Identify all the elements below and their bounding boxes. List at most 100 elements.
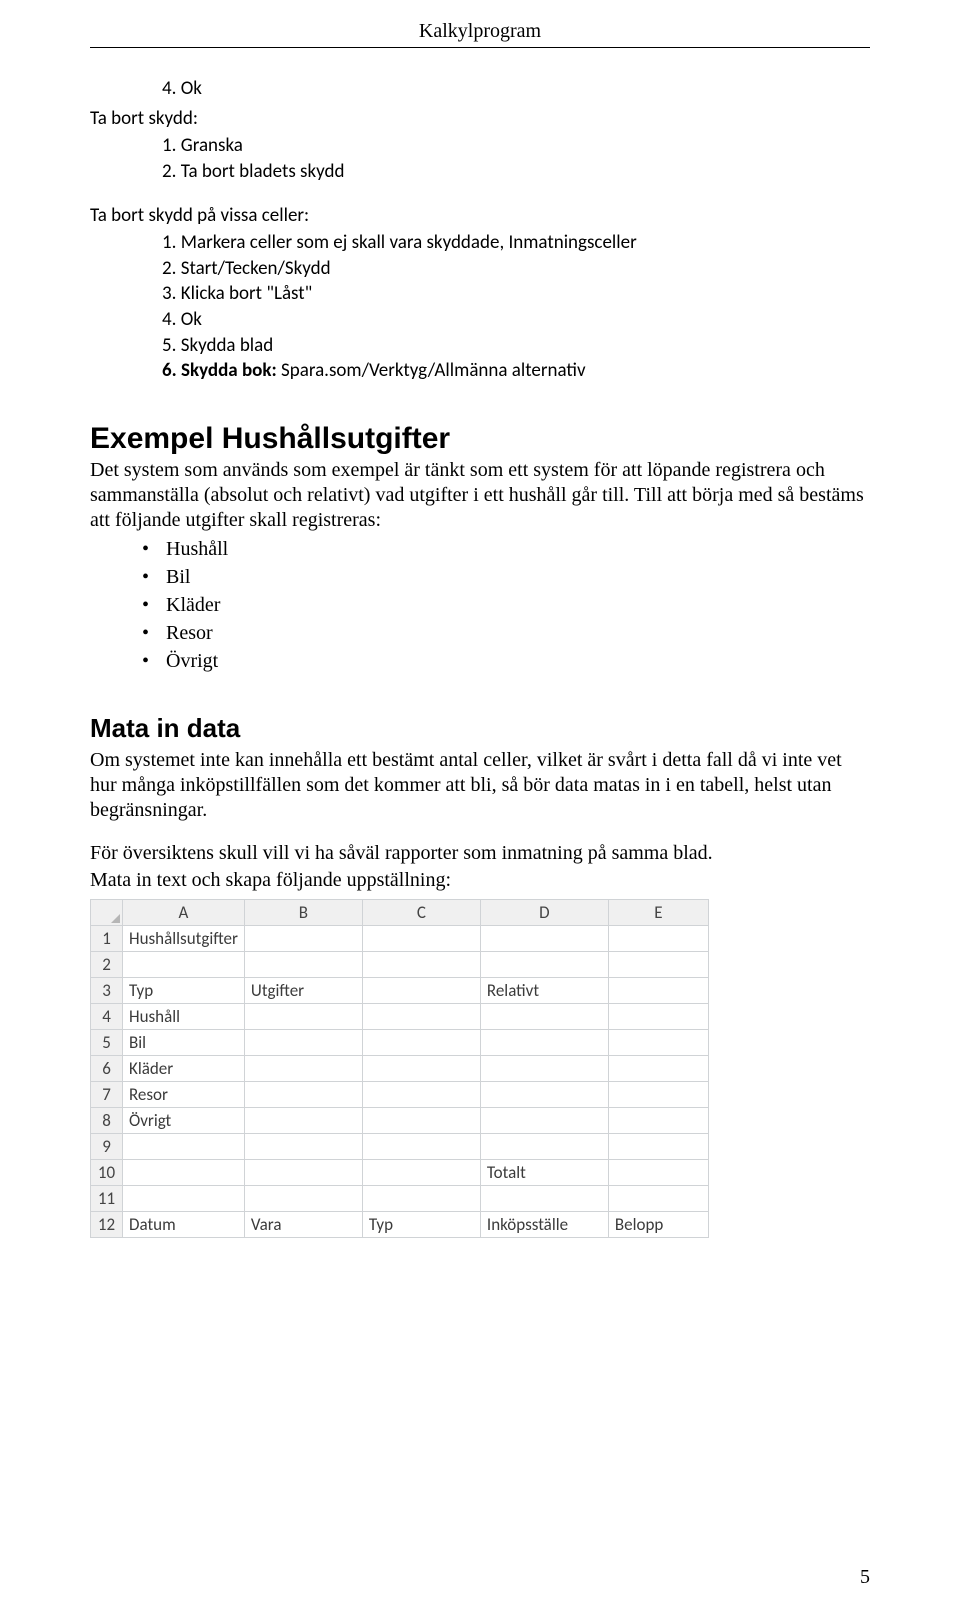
cell[interactable]	[480, 952, 608, 978]
exempel-bullet-2: •Bil	[142, 563, 870, 591]
cell[interactable]	[362, 952, 480, 978]
cell[interactable]	[480, 1004, 608, 1030]
header-rule	[90, 47, 870, 48]
cell[interactable]: Hushåll	[123, 1004, 245, 1030]
row-header[interactable]: 3	[91, 978, 123, 1004]
cell[interactable]	[608, 952, 708, 978]
cells-item-5: 5. Skydda blad	[162, 333, 870, 359]
col-header-c[interactable]: C	[362, 900, 480, 926]
cell[interactable]: Inköpsställe	[480, 1212, 608, 1238]
cell[interactable]	[123, 1160, 245, 1186]
spreadsheet-header-row: A B C D E	[91, 900, 709, 926]
cell[interactable]	[608, 1186, 708, 1212]
cell[interactable]	[244, 1082, 362, 1108]
cells-item-1: 1. Markera celler som ej skall vara skyd…	[162, 230, 870, 256]
row-header[interactable]: 2	[91, 952, 123, 978]
cell[interactable]	[244, 1004, 362, 1030]
cell[interactable]	[362, 1108, 480, 1134]
mata-para-1: Om systemet inte kan innehålla ett bestä…	[90, 748, 870, 823]
cell[interactable]	[362, 1186, 480, 1212]
cell[interactable]	[362, 926, 480, 952]
cell[interactable]	[608, 1160, 708, 1186]
cell[interactable]	[608, 1004, 708, 1030]
cell[interactable]	[244, 1160, 362, 1186]
row-header[interactable]: 11	[91, 1186, 123, 1212]
cell[interactable]	[123, 952, 245, 978]
col-header-a[interactable]: A	[123, 900, 245, 926]
cell[interactable]	[362, 1082, 480, 1108]
cell[interactable]	[362, 1056, 480, 1082]
cells-item-6-rest: Spara.som/Verktyg/Allmänna alternativ	[277, 359, 586, 382]
row-header[interactable]: 7	[91, 1082, 123, 1108]
cell[interactable]: Kläder	[123, 1056, 245, 1082]
cell[interactable]	[608, 978, 708, 1004]
cell[interactable]	[608, 1082, 708, 1108]
cell[interactable]: Hushållsutgifter	[123, 926, 245, 952]
row-header[interactable]: 10	[91, 1160, 123, 1186]
table-row: 5Bil	[91, 1030, 709, 1056]
cell[interactable]: Vara	[244, 1212, 362, 1238]
row-header[interactable]: 6	[91, 1056, 123, 1082]
row-header[interactable]: 5	[91, 1030, 123, 1056]
cell[interactable]	[480, 1186, 608, 1212]
cell[interactable]	[480, 1082, 608, 1108]
spreadsheet-table: A B C D E 1Hushållsutgifter 2 3TypUtgift…	[90, 899, 709, 1238]
exempel-bullet-1: •Hushåll	[142, 535, 870, 563]
row-header[interactable]: 1	[91, 926, 123, 952]
cell[interactable]	[244, 926, 362, 952]
cell[interactable]	[608, 1108, 708, 1134]
cell[interactable]	[480, 1134, 608, 1160]
page: Kalkylprogram 4. Ok Ta bort skydd: 1. Gr…	[0, 0, 960, 1613]
page-number: 5	[860, 1566, 870, 1589]
bullet-label: Kläder	[166, 594, 220, 616]
cell[interactable]	[480, 1108, 608, 1134]
cell[interactable]	[244, 1056, 362, 1082]
table-row: 2	[91, 952, 709, 978]
cell[interactable]	[362, 1134, 480, 1160]
cell[interactable]	[608, 1134, 708, 1160]
cell[interactable]	[362, 1160, 480, 1186]
cell[interactable]: Totalt	[480, 1160, 608, 1186]
select-all-corner[interactable]	[91, 900, 123, 926]
cell[interactable]	[244, 952, 362, 978]
remove-protect-item-2: 2. Ta bort bladets skydd	[162, 159, 870, 185]
cell[interactable]	[362, 1030, 480, 1056]
cell[interactable]	[123, 1186, 245, 1212]
table-row: 6Kläder	[91, 1056, 709, 1082]
cell[interactable]: Typ	[362, 1212, 480, 1238]
row-header[interactable]: 12	[91, 1212, 123, 1238]
bullet-label: Resor	[166, 622, 213, 644]
cell[interactable]	[244, 1186, 362, 1212]
cell[interactable]: Bil	[123, 1030, 245, 1056]
cell[interactable]	[362, 1004, 480, 1030]
col-header-d[interactable]: D	[480, 900, 608, 926]
cell[interactable]	[608, 1056, 708, 1082]
cell[interactable]	[608, 926, 708, 952]
exempel-heading: Exempel Hushållsutgifter	[90, 422, 870, 456]
cell[interactable]	[362, 978, 480, 1004]
cell[interactable]	[480, 1030, 608, 1056]
col-header-b[interactable]: B	[244, 900, 362, 926]
table-row: 11	[91, 1186, 709, 1212]
cell[interactable]	[123, 1134, 245, 1160]
row-header[interactable]: 4	[91, 1004, 123, 1030]
cell[interactable]: Utgifter	[244, 978, 362, 1004]
exempel-bullet-3: •Kläder	[142, 591, 870, 619]
cell[interactable]	[480, 926, 608, 952]
cell[interactable]	[244, 1108, 362, 1134]
cell[interactable]	[608, 1030, 708, 1056]
col-header-e[interactable]: E	[608, 900, 708, 926]
cell[interactable]: Övrigt	[123, 1108, 245, 1134]
cell[interactable]	[244, 1134, 362, 1160]
remove-protect-heading: Ta bort skydd:	[90, 106, 870, 132]
cell[interactable]: Relativt	[480, 978, 608, 1004]
cell[interactable]: Belopp	[608, 1212, 708, 1238]
cell[interactable]	[480, 1056, 608, 1082]
cell[interactable]	[244, 1030, 362, 1056]
cells-item-6: 6. Skydda bok: Spara.som/Verktyg/Allmänn…	[162, 358, 870, 384]
row-header[interactable]: 9	[91, 1134, 123, 1160]
cell[interactable]: Resor	[123, 1082, 245, 1108]
cell[interactable]: Datum	[123, 1212, 245, 1238]
cell[interactable]: Typ	[123, 978, 245, 1004]
row-header[interactable]: 8	[91, 1108, 123, 1134]
